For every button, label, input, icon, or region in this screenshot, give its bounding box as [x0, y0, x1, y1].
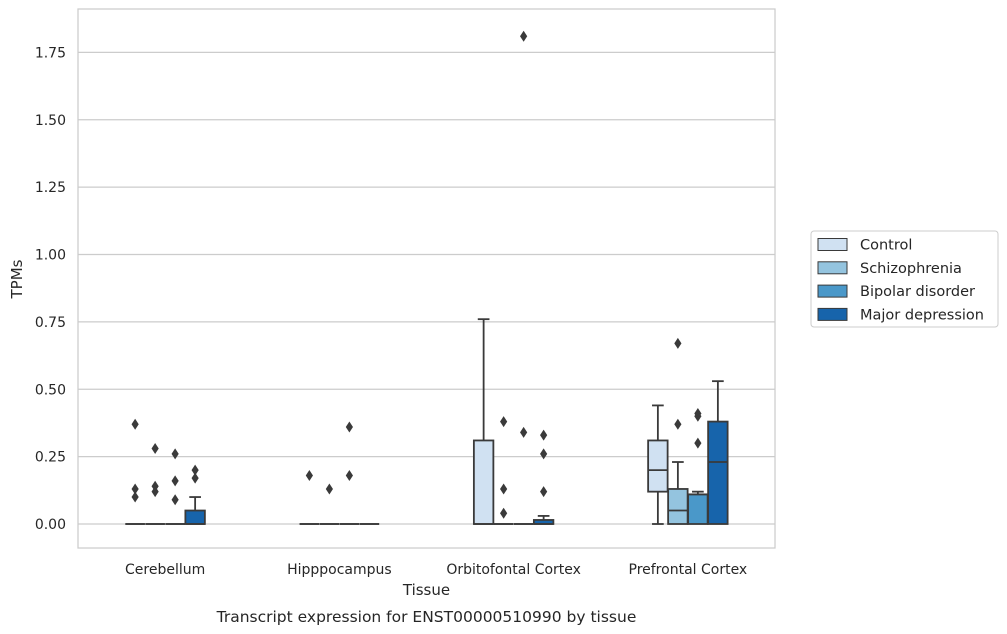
- outlier-point: [345, 421, 353, 433]
- legend-swatch: [817, 307, 848, 321]
- box-control: [125, 418, 145, 525]
- outlier-point: [540, 429, 548, 441]
- boxes-layer: [125, 30, 729, 525]
- legend-label: Bipolar disorder: [860, 284, 975, 300]
- y-tick-label: 1.50: [35, 113, 66, 129]
- legend-label: Control: [860, 238, 912, 254]
- outlier-point: [694, 410, 702, 422]
- box-body: [472, 439, 495, 525]
- box-schizophrenia: [667, 337, 689, 525]
- y-axis-title: TPMs: [8, 259, 26, 299]
- x-tick-labels: Cerebellum Hipppocampus Orbitofontal Corte…: [125, 562, 747, 578]
- box-major-depression: [184, 464, 206, 525]
- box-schizophrenia: [145, 443, 165, 525]
- outlier-point: [191, 472, 199, 484]
- outlier-point: [171, 494, 179, 506]
- outlier-point: [500, 507, 508, 519]
- outlier-point: [131, 483, 139, 495]
- chart-caption: Transcript expression for ENST0000051099…: [216, 608, 637, 626]
- box-schizophrenia: [319, 483, 340, 525]
- box-bipolar-disorder: [687, 408, 709, 525]
- y-tick-label: 1.75: [35, 45, 66, 61]
- x-tick-label: Hipppocampus: [287, 562, 392, 578]
- box-body: [184, 509, 206, 525]
- box-schizophrenia: [493, 416, 514, 525]
- outlier-point: [151, 443, 159, 455]
- legend-swatch: [817, 238, 848, 251]
- y-gridlines: [78, 51, 775, 525]
- y-tick-label: 0.50: [35, 382, 66, 398]
- y-tick-label: 0.00: [35, 517, 66, 533]
- box-bipolar-disorder: [339, 421, 360, 525]
- box-body: [687, 493, 709, 525]
- y-tick-label: 1.25: [35, 180, 66, 196]
- outlier-point: [694, 437, 702, 449]
- x-tick-label: Prefrontal Cortex: [629, 562, 748, 578]
- x-tick-label: Orbitofontal Cortex: [446, 562, 581, 578]
- outlier-point: [131, 418, 139, 430]
- outlier-point: [520, 426, 528, 438]
- outlier-point: [500, 416, 508, 428]
- outlier-point: [674, 337, 682, 349]
- outlier-point: [500, 483, 508, 495]
- outlier-point: [131, 491, 139, 503]
- outlier-point: [674, 418, 682, 430]
- y-tick-label: 0.25: [35, 450, 66, 466]
- x-tick-label: Cerebellum: [125, 562, 205, 578]
- box-major-depression: [532, 429, 555, 525]
- outlier-point: [171, 448, 179, 460]
- legend-swatch: [817, 284, 848, 298]
- legend: Control Schizophrenia Bipolar disorder Majo…: [810, 230, 999, 328]
- outlier-point: [305, 469, 313, 481]
- box-control: [299, 469, 320, 525]
- legend-label: Major depression: [860, 307, 984, 323]
- outlier-point: [151, 486, 159, 498]
- box-control: [472, 318, 495, 525]
- outlier-point: [171, 475, 179, 487]
- plot-frame: [77, 8, 776, 549]
- legend-label: Schizophrenia: [860, 261, 962, 277]
- outlier-point: [520, 30, 528, 42]
- x-axis-title: Tissue: [402, 581, 450, 599]
- legend-frame: [810, 230, 999, 328]
- outlier-point: [540, 486, 548, 498]
- outlier-point: [540, 448, 548, 460]
- box-body: [707, 420, 729, 525]
- box-bipolar-disorder: [165, 448, 185, 525]
- outlier-point: [345, 469, 353, 481]
- outlier-point: [325, 483, 333, 495]
- box-body: [667, 488, 689, 525]
- box-control: [647, 404, 669, 525]
- box-bipolar-disorder: [513, 30, 534, 525]
- y-tick-label: 1.00: [35, 248, 66, 264]
- y-tick-label: 0.75: [35, 315, 66, 331]
- legend-swatch: [817, 261, 848, 275]
- box-major-depression: [707, 380, 729, 525]
- box-body: [647, 439, 669, 493]
- y-tick-labels: 0.00 0.25 0.50 0.75 1.00 1.25 1.50 1.75: [35, 45, 66, 533]
- outlier-point: [191, 464, 199, 476]
